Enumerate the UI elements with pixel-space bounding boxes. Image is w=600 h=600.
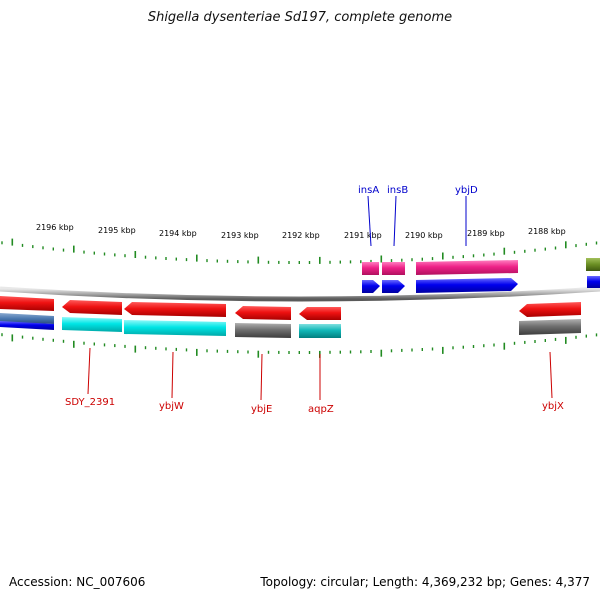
gene-arrow-sdy2391b-cds[interactable] [62, 300, 122, 315]
gene-label-insa[interactable]: insA [358, 185, 379, 196]
inner-tick-marks [1, 333, 598, 358]
gene-label-insb[interactable]: insB [387, 185, 408, 196]
gene-bar-olive-right[interactable] [586, 258, 600, 271]
leader-line-ybjx [549, 351, 553, 399]
forward-gene-labels: insA insB ybjD [358, 185, 478, 247]
leader-line-insb [393, 195, 397, 247]
coord-label-2194: 2194 kbp [159, 229, 197, 238]
gene-arrow-sdy2391-cds[interactable] [0, 296, 54, 311]
gene-bar-insb[interactable] [382, 262, 405, 275]
gene-label-ybjd[interactable]: ybjD [455, 185, 478, 196]
gene-label-sdy2391[interactable]: SDY_2391 [65, 397, 115, 408]
gene-bar-steel-left[interactable] [0, 313, 54, 324]
coordinate-labels: 2196 kbp 2195 kbp 2194 kbp 2193 kbp 2192… [36, 223, 566, 240]
gene-arrow-insb-cds[interactable] [382, 280, 405, 293]
coord-label-2190: 2190 kbp [405, 231, 443, 240]
gene-bar-aqpz[interactable] [299, 324, 341, 338]
gene-bar-ybjd[interactable] [416, 260, 518, 275]
gene-bar-ybjx[interactable] [519, 319, 581, 335]
gene-bar-blue-left[interactable] [0, 321, 54, 330]
reverse-strand-genes [0, 296, 581, 338]
gene-arrow-aqpz-cds[interactable] [299, 307, 341, 320]
leader-line-ybje [260, 353, 263, 401]
gene-arrow-ybjx-cds[interactable] [519, 302, 581, 317]
map-title: Shigella dysenteriae Sd197, complete gen… [147, 10, 453, 25]
coord-label-2189: 2189 kbp [467, 229, 505, 238]
coord-label-2196: 2196 kbp [36, 223, 74, 232]
gene-bar-sdy2391[interactable] [62, 317, 122, 332]
coord-label-2193: 2193 kbp [221, 231, 259, 240]
coord-label-2188: 2188 kbp [528, 227, 566, 236]
leader-line-ybjw [171, 351, 174, 399]
gene-arrow-blue-right[interactable] [587, 276, 600, 288]
gene-bar-ybje[interactable] [235, 323, 291, 338]
leader-line-insa [367, 195, 372, 247]
gene-arrow-ybjd-cds[interactable] [416, 278, 518, 293]
gene-bar-ybjw[interactable] [124, 320, 226, 336]
gene-arrow-ybje-cds[interactable] [235, 306, 291, 320]
gene-label-ybje[interactable]: ybjE [251, 404, 272, 415]
gene-label-ybjw[interactable]: ybjW [159, 401, 184, 412]
coord-label-2195: 2195 kbp [98, 226, 136, 235]
gene-arrow-insa-cds[interactable] [362, 280, 380, 293]
outer-tick-line [0, 242, 600, 254]
reverse-gene-labels: SDY_2391 ybjW ybjE aqpZ ybjX [65, 347, 564, 415]
gene-bar-insa[interactable] [362, 262, 379, 275]
inner-tick-ruler [1, 333, 598, 358]
outer-tick-marks [1, 238, 598, 264]
genome-summary-text: Topology: circular; Length: 4,369,232 bp… [260, 575, 590, 589]
gene-arrow-ybjw-cds[interactable] [124, 302, 226, 317]
outer-tick-ruler [0, 238, 600, 264]
genome-backbone-arc [0, 286, 600, 302]
gene-label-ybjx[interactable]: ybjX [542, 401, 564, 412]
accession-text: Accession: NC_007606 [9, 575, 146, 589]
leader-line-sdy2391 [87, 347, 91, 395]
coord-label-2192: 2192 kbp [282, 231, 320, 240]
coord-label-2191: 2191 kbp [344, 231, 382, 240]
gene-label-aqpz[interactable]: aqpZ [308, 404, 334, 415]
forward-strand-genes [362, 258, 600, 293]
